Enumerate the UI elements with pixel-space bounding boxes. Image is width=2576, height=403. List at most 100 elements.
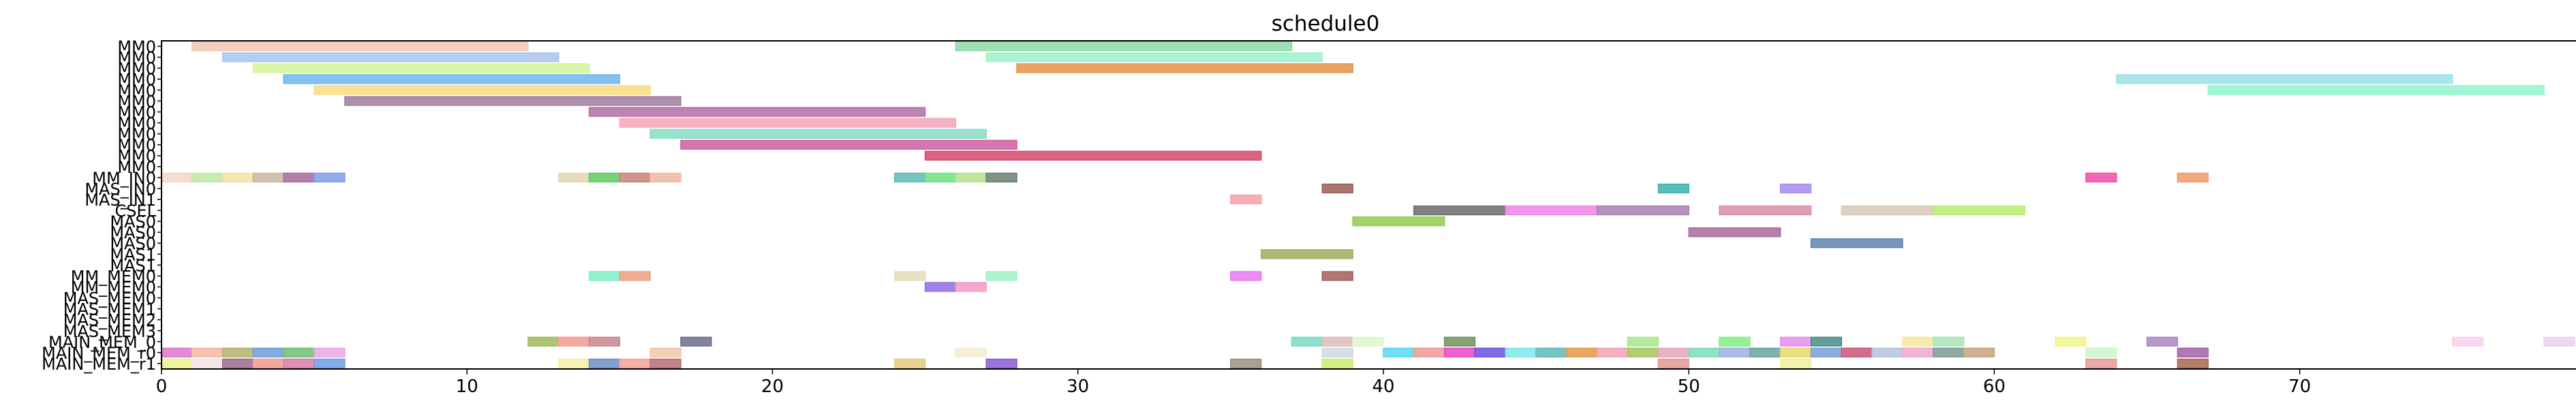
task-bar xyxy=(680,336,712,347)
task-bar xyxy=(985,358,1017,369)
task-bar xyxy=(1321,347,1353,358)
task-bar xyxy=(1841,347,1873,358)
x-tick-label: 0 xyxy=(156,376,168,397)
lane-label: MAS0 xyxy=(110,212,156,231)
lane-label: MM_IN0 xyxy=(92,169,156,188)
task-bar xyxy=(985,52,1323,63)
task-bar xyxy=(557,336,590,347)
task-bar xyxy=(1657,358,1689,369)
lane-label: MM0 xyxy=(117,125,156,144)
lane-label: MAS_MEM3 xyxy=(63,322,156,341)
task-bar xyxy=(1779,347,1812,358)
task-bar xyxy=(161,347,193,358)
task-bar xyxy=(985,172,1017,183)
task-bar xyxy=(1596,347,1629,358)
task-bar xyxy=(1871,347,1903,358)
task-bar xyxy=(1902,336,1934,347)
task-bar xyxy=(527,336,559,347)
task-bar xyxy=(313,172,346,183)
task-bar xyxy=(313,358,346,369)
task-bar xyxy=(1932,205,2025,216)
task-bar xyxy=(2207,85,2545,95)
task-bar xyxy=(1810,336,1843,347)
lane-label: MAS0 xyxy=(110,234,156,253)
task-bar xyxy=(1719,205,1812,216)
task-bar xyxy=(680,140,1017,150)
task-bar xyxy=(1810,238,1903,248)
task-bar xyxy=(649,347,681,358)
lane-label: MM0 xyxy=(117,136,156,155)
task-bar xyxy=(649,172,681,183)
lane-label: MAS_MEM2 xyxy=(63,311,156,330)
task-bar xyxy=(1779,336,1812,347)
x-tick-label: 50 xyxy=(1678,376,1700,397)
x-tick-label: 10 xyxy=(456,376,478,397)
lane-label: MM_MEM0 xyxy=(71,267,156,286)
task-bar xyxy=(1443,336,1476,347)
task-bar xyxy=(1321,271,1353,281)
lane-label: MM0 xyxy=(117,48,156,67)
task-bar xyxy=(619,172,651,183)
task-bar xyxy=(283,172,315,183)
task-bar xyxy=(1535,347,1567,358)
task-bar xyxy=(221,347,254,358)
task-bar xyxy=(283,74,621,84)
task-bar xyxy=(1963,347,1995,358)
task-bar xyxy=(2146,336,2179,347)
task-bar xyxy=(191,347,224,358)
task-bar xyxy=(313,85,651,95)
task-bar xyxy=(1719,347,1751,358)
task-bar xyxy=(1230,271,1262,281)
task-bar xyxy=(619,271,651,281)
lane-label: MAS1 xyxy=(110,256,156,275)
task-bar xyxy=(1352,336,1384,347)
lane-label: MAIN_MEM_0 xyxy=(48,333,156,352)
task-bar xyxy=(252,358,285,369)
task-bar xyxy=(649,358,681,369)
task-bar xyxy=(1443,347,1476,358)
task-bar xyxy=(955,41,1293,52)
task-bar xyxy=(161,172,193,183)
lane-label: MM0 xyxy=(117,103,156,122)
chart-title: schedule0 xyxy=(1272,12,1380,36)
x-tick-label: 70 xyxy=(2288,376,2311,397)
task-bar xyxy=(924,282,957,292)
task-bars xyxy=(161,41,2575,369)
lane-label: MAS_IN1 xyxy=(85,191,156,210)
task-bar xyxy=(1596,205,1689,216)
task-bar xyxy=(1230,358,1262,369)
lane-label: MAIN_MEM_r1 xyxy=(42,355,156,374)
task-bar xyxy=(955,282,987,292)
x-tick-label: 40 xyxy=(1372,376,1394,397)
task-bar xyxy=(1383,347,1415,358)
task-bar xyxy=(1902,347,1934,358)
lane-label: MM0 xyxy=(117,59,156,78)
task-bar xyxy=(2177,172,2209,183)
task-bar xyxy=(924,150,1262,161)
lane-label: MM0 xyxy=(117,92,156,111)
lane-label: MAS_MEM1 xyxy=(63,300,156,319)
task-bar xyxy=(1932,347,1965,358)
task-bar xyxy=(955,347,987,358)
task-bar xyxy=(221,52,559,63)
task-bar xyxy=(924,172,957,183)
task-bar xyxy=(1719,336,1751,347)
task-bar xyxy=(2085,172,2117,183)
task-bar xyxy=(2115,74,2453,84)
x-tick-label: 20 xyxy=(761,376,784,397)
task-bar xyxy=(1688,227,1781,238)
task-bar xyxy=(1657,183,1689,194)
task-bar xyxy=(1291,336,1323,347)
task-bar xyxy=(2085,347,2117,358)
task-bar xyxy=(191,41,529,52)
task-bar xyxy=(1841,205,1934,216)
task-bar xyxy=(955,172,987,183)
task-bar xyxy=(283,358,315,369)
task-bar xyxy=(2177,358,2209,369)
task-bar xyxy=(1779,358,1812,369)
task-bar xyxy=(1932,336,1965,347)
task-bar xyxy=(619,118,957,128)
lane-label: MM0 xyxy=(117,70,156,89)
task-bar xyxy=(1260,249,1353,259)
lane-label: MAS_MEM0 xyxy=(63,289,156,308)
